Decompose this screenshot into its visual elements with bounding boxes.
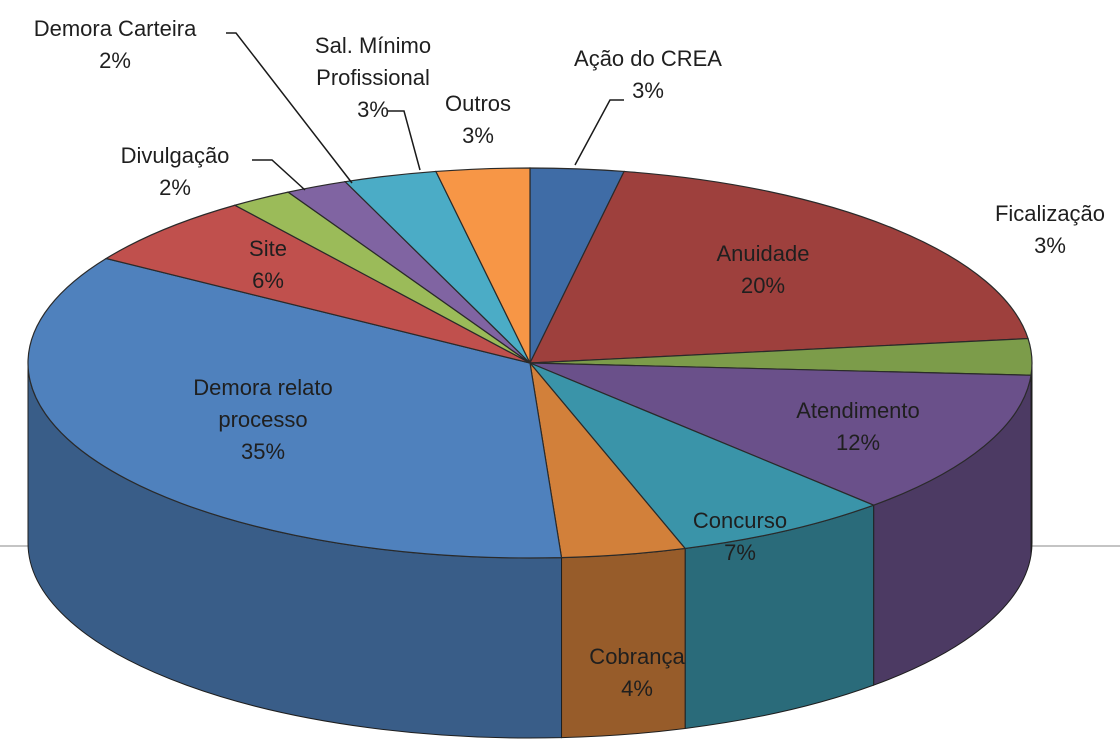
value-label: 2% <box>159 175 191 200</box>
value-label: 4% <box>621 676 653 701</box>
category-label: Demora Carteira <box>33 16 197 42</box>
category-label: Demora relato processo <box>193 375 333 433</box>
category-label: Atendimento <box>796 398 920 424</box>
value-label: 20% <box>740 273 786 298</box>
value-label: 35% <box>240 438 286 464</box>
leader-line <box>388 110 421 171</box>
slice <box>529 362 876 550</box>
slice <box>529 362 1032 506</box>
category-label: Anuidade <box>716 241 810 267</box>
slice-label: Anuidade 20% <box>717 238 810 302</box>
value-label: 3% <box>632 78 664 103</box>
slice-label: Ação do CREA 3% <box>574 43 722 107</box>
slice-label: Concurso 7% <box>693 505 787 569</box>
value-label: 3% <box>462 123 494 148</box>
leader-line <box>574 99 624 166</box>
value-label: 2% <box>99 48 131 73</box>
slice <box>104 204 531 364</box>
category-label: Ficalização <box>994 201 1106 227</box>
value-label: 3% <box>1034 233 1066 258</box>
slice <box>435 167 531 364</box>
category-label: Ação do CREA <box>574 46 722 72</box>
slice-label: Cobrança 4% <box>589 641 684 705</box>
slice <box>27 257 563 559</box>
category-label: Sal. Mínimo Profissional <box>314 33 432 91</box>
category-label: Divulgação <box>120 143 230 169</box>
value-label: 7% <box>724 540 756 565</box>
leader-line <box>226 32 353 184</box>
category-label: Site <box>249 236 287 262</box>
slice-label: Sal. Mínimo Profissional 3% <box>298 30 448 126</box>
value-label: 6% <box>252 268 284 293</box>
value-label: 12% <box>835 430 881 455</box>
slice-label: Outros 3% <box>445 88 511 152</box>
slice-label: Demora relato processo 35% <box>176 372 351 468</box>
leader-line <box>252 159 306 191</box>
slice-label: Atendimento 12% <box>796 395 920 459</box>
category-label: Outros <box>444 91 512 117</box>
slice-label: Divulgação 2% <box>121 140 230 204</box>
slice-label: Ficalização 3% <box>995 198 1105 262</box>
slice <box>529 170 1029 364</box>
category-label: Concurso <box>692 508 788 534</box>
slice-label: Demora Carteira 2% <box>34 13 197 77</box>
category-label: Cobrança <box>589 644 685 670</box>
value-label: 3% <box>357 96 389 122</box>
slice-label: Site 6% <box>249 233 287 297</box>
